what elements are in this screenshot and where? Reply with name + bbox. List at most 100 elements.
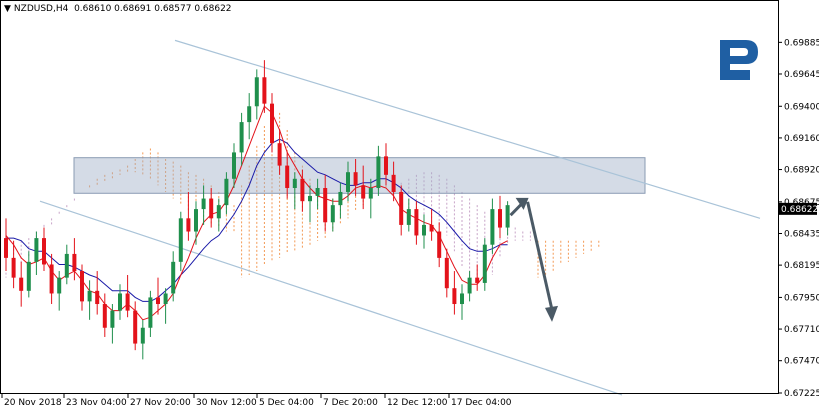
candle-body — [354, 172, 358, 185]
candle-body — [57, 278, 61, 294]
y-tick-label: 0.69885 — [784, 38, 819, 48]
candle-body — [224, 179, 228, 205]
axes: 0.69885 0.69645 0.69400 0.69160 0.68920 0.686… — [1, 1, 819, 409]
x-tick-label: 5 Dec 04:00 — [259, 398, 314, 408]
candle-body — [399, 192, 403, 225]
candle-body — [27, 262, 31, 291]
x-tick-label: 17 Dec 04:00 — [451, 398, 512, 408]
symbol-label: NZDUSD,H4 — [14, 4, 68, 14]
candle-body — [262, 77, 266, 103]
candle-body — [308, 196, 312, 201]
candle-body — [209, 199, 213, 219]
candle-body — [202, 199, 206, 210]
candle-body — [437, 232, 441, 258]
candle-body — [4, 238, 8, 258]
candle-body — [498, 209, 502, 227]
candle-body — [316, 188, 320, 196]
candle-body — [80, 271, 84, 301]
candle-body — [452, 288, 456, 304]
candle-body — [475, 278, 479, 283]
candle-body — [422, 225, 426, 236]
resistance-zone — [74, 158, 645, 194]
candle-body — [194, 209, 198, 231]
x-tick-label: 30 Nov 12:00 — [196, 398, 257, 408]
candles — [4, 60, 510, 359]
candle-body — [490, 209, 494, 245]
dropdown-triangle-icon[interactable]: ▼ — [4, 4, 11, 14]
candle-body — [88, 291, 92, 302]
candle-body — [300, 179, 304, 201]
candle-body — [285, 166, 289, 188]
y-tick-label: 0.67470 — [784, 357, 819, 367]
candle-body — [186, 218, 190, 231]
candle-body — [346, 172, 350, 192]
candle-body — [103, 304, 107, 328]
x-tick-label: 20 Nov 2018 — [4, 398, 62, 408]
y-tick-label: 0.68195 — [784, 261, 819, 271]
y-tick-label: 0.69400 — [784, 102, 819, 112]
candle-body — [19, 278, 23, 291]
forecast-arrowhead-down — [545, 306, 558, 322]
candle-body — [361, 185, 365, 198]
resistance-zone-rect — [74, 158, 645, 194]
candle-body — [148, 297, 152, 327]
candle-body — [12, 258, 16, 278]
candle-body — [445, 258, 449, 288]
x-tick-label: 7 Dec 20:00 — [323, 398, 378, 408]
candle-body — [217, 205, 221, 218]
candle-body — [255, 77, 259, 106]
x-tick-label: 27 Nov 20:00 — [130, 398, 191, 408]
x-tick-label: 23 Nov 04:00 — [66, 398, 127, 408]
candle-body — [240, 122, 244, 152]
candle-body — [179, 218, 183, 262]
candle-body — [270, 104, 274, 144]
y-tick-label: 0.69160 — [784, 134, 819, 144]
candle-body — [407, 209, 411, 225]
plot-frame — [1, 1, 779, 394]
candle-body — [414, 209, 418, 235]
candle-body — [156, 297, 160, 304]
candle-body — [42, 238, 46, 264]
candle-body — [95, 291, 99, 304]
y-tick-label: 0.69645 — [784, 70, 819, 80]
candle-body — [126, 293, 130, 310]
candle-body — [369, 188, 373, 199]
candle-body — [323, 188, 327, 222]
candle-body — [460, 293, 464, 304]
candle-body — [141, 328, 145, 344]
candle-body — [118, 293, 122, 310]
candle-body — [278, 143, 282, 165]
y-tick-label: 0.67710 — [784, 325, 819, 335]
candle-body — [34, 238, 38, 262]
candle-body — [392, 175, 396, 192]
y-tick-label: 0.67225 — [784, 389, 819, 399]
candle-body — [164, 293, 168, 304]
candle-body — [338, 192, 342, 205]
x-tick-label: 12 Dec 12:00 — [387, 398, 448, 408]
candle-body — [376, 156, 380, 188]
y-tick-label: 0.67950 — [784, 293, 819, 303]
y-tick-label: 0.68435 — [784, 229, 819, 239]
candle-body — [430, 225, 434, 232]
candle-body — [72, 254, 76, 271]
candle-body — [50, 264, 54, 293]
candle-body — [384, 156, 388, 174]
forecast-arrows — [511, 198, 558, 322]
candle-body — [331, 205, 335, 222]
candle-body — [171, 262, 175, 294]
y-tick-label: 0.68920 — [784, 166, 819, 176]
forecast-arrow-down — [528, 202, 552, 310]
candle-body — [483, 245, 487, 283]
candle-body — [232, 152, 236, 178]
candle-body — [468, 278, 472, 294]
candle-body — [65, 254, 69, 278]
current-price-label: 0.68622 — [781, 205, 818, 215]
chart-title: ▼NZDUSD,H4 0.68610 0.68691 0.68577 0.686… — [4, 4, 232, 14]
candle-body — [133, 311, 137, 344]
roboforex-logo-icon — [716, 38, 762, 82]
candle-body — [110, 311, 114, 328]
candle-body — [506, 205, 510, 227]
candle-body — [247, 106, 251, 122]
